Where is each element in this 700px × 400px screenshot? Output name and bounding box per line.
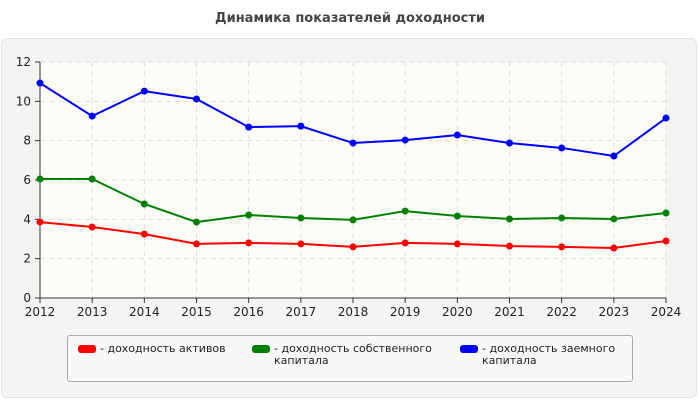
data-point	[453, 240, 461, 248]
data-point	[662, 209, 670, 217]
data-point	[193, 240, 200, 248]
legend-swatch	[460, 345, 478, 353]
y-tick-label: 8	[23, 134, 31, 148]
x-tick-label: 2017	[286, 305, 317, 319]
y-tick-label: 0	[23, 291, 31, 305]
data-point	[610, 244, 618, 252]
data-point	[88, 175, 96, 183]
data-point	[193, 218, 200, 226]
data-point	[558, 243, 566, 251]
legend-item: - доходность заемного капитала	[460, 343, 632, 367]
data-point	[349, 216, 357, 224]
y-tick-label: 4	[23, 212, 31, 226]
x-tick-label: 2013	[77, 305, 108, 319]
x-tick-label: 2023	[599, 305, 630, 319]
chart-title: Динамика показателей доходности	[215, 11, 485, 26]
y-tick-label: 6	[23, 173, 31, 187]
data-point	[453, 212, 461, 220]
x-tick-label: 2014	[129, 305, 160, 319]
data-point	[662, 114, 670, 122]
data-point	[193, 95, 200, 103]
data-point	[349, 139, 357, 147]
data-point	[297, 214, 305, 222]
data-point	[245, 239, 253, 247]
data-point	[401, 136, 409, 144]
legend: - доходность активов - доходность собств…	[67, 335, 633, 382]
data-point	[349, 243, 357, 251]
x-tick-label: 2021	[494, 305, 525, 319]
legend-label: - доходность заемного капитала	[482, 342, 616, 367]
x-tick-label: 2012	[25, 305, 56, 319]
data-point	[506, 139, 513, 147]
data-point	[140, 230, 148, 238]
data-point	[88, 112, 96, 120]
legend-label: - доходность собственного капитала	[274, 342, 432, 367]
data-point	[88, 223, 96, 231]
data-point	[36, 218, 44, 226]
data-point	[506, 242, 513, 250]
data-point	[401, 239, 409, 247]
legend-swatch	[252, 345, 270, 353]
y-tick-label: 10	[16, 94, 31, 108]
data-point	[297, 240, 305, 248]
y-tick-label: 2	[23, 252, 31, 266]
y-tick-label: 12	[16, 55, 31, 69]
legend-item: - доходность активов	[78, 343, 265, 355]
legend-item: - доходность собственного капитала	[252, 343, 439, 367]
data-point	[401, 207, 409, 215]
data-point	[140, 87, 148, 95]
x-tick-label: 2019	[390, 305, 421, 319]
data-point	[36, 79, 44, 87]
data-point	[610, 215, 618, 223]
data-point	[558, 144, 566, 152]
x-tick-label: 2022	[546, 305, 577, 319]
legend-label: - доходность активов	[100, 342, 226, 355]
data-point	[140, 200, 148, 208]
legend-swatch	[78, 345, 96, 353]
x-tick-label: 2024	[651, 305, 682, 319]
x-tick-label: 2018	[338, 305, 369, 319]
data-point	[453, 131, 461, 139]
x-tick-label: 2015	[181, 305, 212, 319]
data-point	[297, 122, 305, 130]
x-tick-label: 2016	[233, 305, 264, 319]
data-point	[610, 152, 618, 160]
data-point	[662, 237, 670, 245]
data-point	[245, 211, 253, 219]
data-point	[558, 214, 566, 222]
data-point	[36, 175, 44, 183]
data-point	[506, 215, 513, 223]
x-tick-label: 2020	[442, 305, 473, 319]
data-point	[245, 123, 253, 131]
